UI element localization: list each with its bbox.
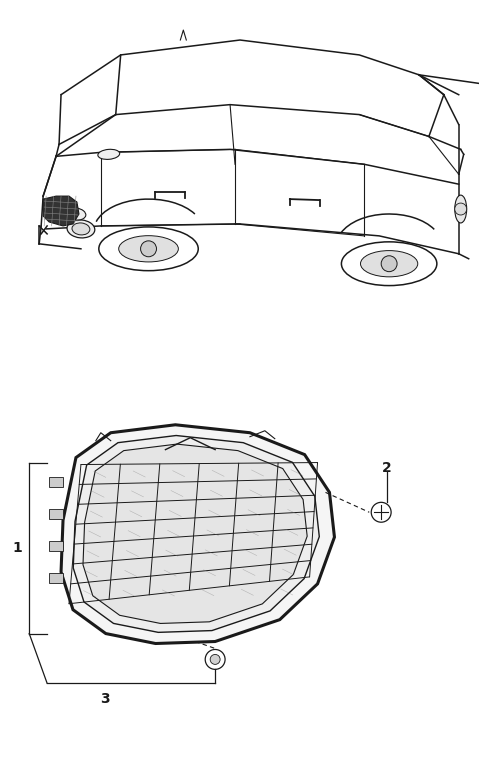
Polygon shape bbox=[43, 196, 79, 226]
Polygon shape bbox=[61, 425, 335, 643]
Ellipse shape bbox=[455, 195, 467, 223]
Bar bbox=[49, 573, 63, 583]
Circle shape bbox=[210, 655, 220, 664]
Ellipse shape bbox=[67, 220, 95, 238]
Circle shape bbox=[381, 256, 397, 271]
Ellipse shape bbox=[98, 149, 120, 159]
Circle shape bbox=[371, 502, 391, 523]
Polygon shape bbox=[73, 435, 319, 632]
Text: 1: 1 bbox=[12, 541, 22, 555]
Bar bbox=[49, 478, 63, 488]
Ellipse shape bbox=[119, 236, 179, 262]
Circle shape bbox=[141, 241, 156, 257]
Bar bbox=[49, 541, 63, 551]
Bar bbox=[49, 509, 63, 519]
Circle shape bbox=[205, 649, 225, 669]
Text: 3: 3 bbox=[100, 692, 110, 707]
Text: 2: 2 bbox=[382, 461, 392, 475]
Ellipse shape bbox=[99, 227, 198, 271]
Ellipse shape bbox=[72, 223, 90, 235]
Ellipse shape bbox=[66, 208, 86, 220]
Ellipse shape bbox=[360, 250, 418, 277]
Ellipse shape bbox=[341, 242, 437, 285]
Polygon shape bbox=[83, 444, 307, 624]
Circle shape bbox=[455, 203, 467, 215]
